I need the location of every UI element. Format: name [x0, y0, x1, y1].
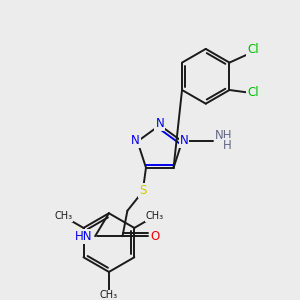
Text: S: S: [140, 184, 147, 197]
Text: NH: NH: [215, 129, 233, 142]
Text: N: N: [155, 117, 164, 130]
Text: O: O: [150, 230, 159, 243]
Text: N: N: [180, 134, 188, 147]
Text: Cl: Cl: [247, 86, 259, 99]
Text: CH₃: CH₃: [54, 211, 72, 221]
Text: N: N: [131, 134, 140, 147]
Text: HN: HN: [75, 230, 92, 243]
Text: H: H: [223, 139, 232, 152]
Text: CH₃: CH₃: [100, 290, 118, 300]
Text: Cl: Cl: [247, 44, 259, 56]
Text: CH₃: CH₃: [146, 211, 164, 221]
